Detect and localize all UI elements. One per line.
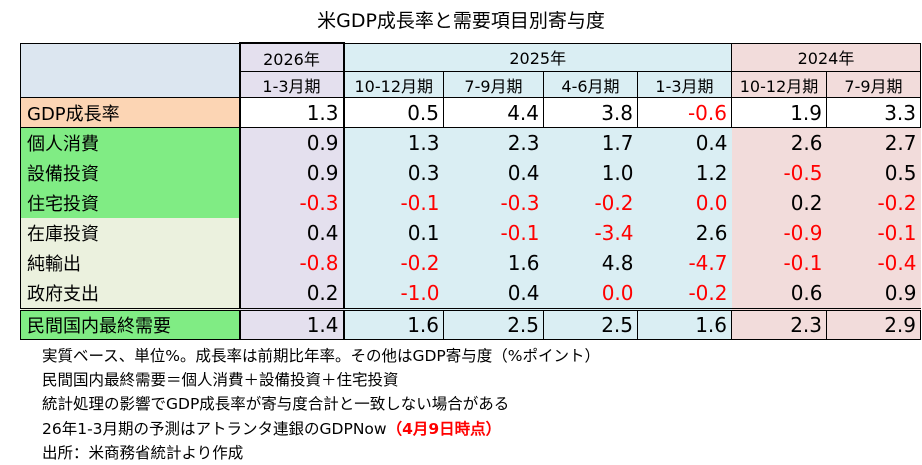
value-cell: -0.9 — [731, 218, 827, 248]
table-row: 在庫投資 0.4 0.1 -0.1 -3.4 2.6 -0.9 -0.1 — [20, 218, 921, 248]
quarter-header: 1-3月期 — [637, 71, 732, 98]
source-note: 出所：米商務省統計より作成 — [42, 443, 244, 462]
value-cell: 1.6 — [637, 308, 732, 340]
value-cell: 1.6 — [443, 248, 544, 278]
year-header-row: 2026年 2025年 2024年 — [20, 42, 921, 98]
quarter-header-row: 1-3月期 10-12月期 7-9月期 4-6月期 1-3月期 10-12月期 7-9月期 — [21, 71, 921, 98]
table-row: 政府支出 0.2 -1.0 0.4 0.0 -0.2 0.6 0.9 — [20, 278, 921, 310]
value-cell: 1.3 — [343, 127, 444, 158]
quarter-header: 1-3月期 — [238, 71, 345, 98]
value-cell: 0.0 — [543, 278, 638, 310]
year-header: 2025年 — [343, 42, 732, 72]
value-cell: 1.7 — [543, 127, 638, 158]
value-cell: -0.2 — [543, 188, 638, 218]
value-cell: 3.8 — [543, 97, 638, 128]
table-row: 民間国内最終需要 1.4 1.6 2.5 2.5 1.6 2.3 2.9 — [20, 308, 921, 340]
value-cell: -0.5 — [731, 158, 827, 188]
value-cell: 0.9 — [826, 278, 921, 310]
note-3: 統計処理の影響でGDP成長率が寄与度合計と一致しない場合がある — [42, 395, 510, 414]
value-cell: 2.7 — [826, 127, 921, 158]
value-cell: -0.4 — [826, 248, 921, 278]
value-cell: 3.3 — [826, 97, 921, 128]
value-cell: 0.3 — [343, 158, 444, 188]
note-1: 実質ベース、単位%。成長率は前期比年率。その他はGDP寄与度（%ポイント） — [42, 347, 600, 365]
value-cell: 4.4 — [443, 97, 544, 128]
row-label: 在庫投資 — [20, 218, 240, 248]
year-header: 2026年 — [238, 42, 345, 72]
value-cell: -0.1 — [443, 218, 544, 248]
corner-cell — [20, 42, 240, 98]
value-cell: 2.6 — [637, 218, 732, 248]
table-title: 米GDP成長率と需要項目別寄与度 — [317, 10, 605, 32]
value-cell: -0.3 — [238, 188, 345, 218]
value-cell: 1.0 — [543, 158, 638, 188]
value-cell: -0.3 — [443, 188, 544, 218]
value-cell: 0.1 — [343, 218, 444, 248]
table-row: 設備投資 0.9 0.3 0.4 1.0 1.2 -0.5 0.5 — [20, 158, 921, 188]
value-cell: -1.0 — [343, 278, 444, 310]
value-cell: 1.2 — [637, 158, 732, 188]
value-cell: -0.2 — [343, 248, 444, 278]
value-cell: 2.3 — [731, 308, 827, 340]
value-cell: 1.6 — [342, 308, 444, 340]
quarter-header: 10-12月期 — [731, 71, 827, 98]
value-cell: 0.9 — [238, 127, 345, 158]
note-2: 民間国内最終需要＝個人消費＋設備投資＋住宅投資 — [42, 371, 399, 390]
value-cell: -0.1 — [731, 248, 827, 278]
row-label: GDP成長率 — [20, 97, 240, 128]
row-label: 住宅投資 — [20, 188, 240, 218]
table-row: 住宅投資 -0.3 -0.1 -0.3 -0.2 0.0 0.2 -0.2 — [20, 188, 921, 218]
value-cell: 2.5 — [543, 308, 638, 340]
value-cell: 2.6 — [731, 127, 827, 158]
value-cell: 2.5 — [443, 308, 544, 340]
value-cell: 0.4 — [637, 127, 732, 158]
note-4-highlight: （4月9日時点） — [386, 419, 502, 438]
value-cell: 0.6 — [731, 278, 827, 310]
table-row: 個人消費 0.9 1.3 2.3 1.7 0.4 2.6 2.7 — [20, 127, 921, 158]
value-cell: 2.9 — [826, 308, 921, 340]
value-cell: 0.5 — [342, 97, 444, 128]
gdp-table: 2026年 2025年 2024年 1-3月期 10-12月期 7-9月期 4-6月期 1-3… — [20, 42, 921, 340]
value-cell: 1.9 — [731, 97, 827, 128]
value-cell: -0.6 — [637, 97, 732, 128]
note-4-text: 26年1-3月期の予測はアトランタ連銀のGDPNow — [42, 419, 387, 438]
value-cell: -3.4 — [543, 218, 638, 248]
value-cell: -0.8 — [238, 248, 345, 278]
value-cell: 0.5 — [826, 158, 921, 188]
row-label: 政府支出 — [20, 278, 240, 310]
value-cell: -0.1 — [826, 218, 921, 248]
value-cell: 0.9 — [238, 158, 345, 188]
notes: 実質ベース、単位%。成長率は前期比年率。その他はGDP寄与度（%ポイント） 民間… — [42, 344, 600, 465]
table-row: 純輸出 -0.8 -0.2 1.6 4.8 -4.7 -0.1 -0.4 — [20, 248, 921, 278]
value-cell: 0.0 — [637, 188, 732, 218]
row-label: 民間国内最終需要 — [20, 308, 240, 340]
year-header: 2024年 — [731, 42, 921, 72]
quarter-header: 7-9月期 — [826, 71, 921, 98]
row-label: 個人消費 — [20, 127, 240, 158]
value-cell: 1.4 — [238, 308, 345, 340]
note-4: 26年1-3月期の予測はアトランタ連銀のGDPNow（4月9日時点） — [42, 417, 600, 441]
value-cell: 0.2 — [731, 188, 827, 218]
value-cell: -0.2 — [637, 278, 732, 310]
value-cell: 0.2 — [238, 278, 345, 310]
value-cell: -4.7 — [637, 248, 732, 278]
row-label: 純輸出 — [20, 248, 240, 278]
value-cell: 1.3 — [238, 97, 345, 128]
value-cell: -0.1 — [343, 188, 444, 218]
quarter-header: 7-9月期 — [443, 71, 544, 98]
value-cell: 0.4 — [238, 218, 345, 248]
row-label: 設備投資 — [20, 158, 240, 188]
value-cell: 0.4 — [443, 278, 544, 310]
quarter-header: 10-12月期 — [343, 71, 444, 98]
table-row: GDP成長率 1.3 0.5 4.4 3.8 -0.6 1.9 3.3 — [20, 97, 921, 128]
value-cell: 2.3 — [443, 127, 544, 158]
value-cell: 0.4 — [443, 158, 544, 188]
value-cell: 4.8 — [543, 248, 638, 278]
value-cell: -0.2 — [826, 188, 921, 218]
quarter-header: 4-6月期 — [543, 71, 638, 98]
